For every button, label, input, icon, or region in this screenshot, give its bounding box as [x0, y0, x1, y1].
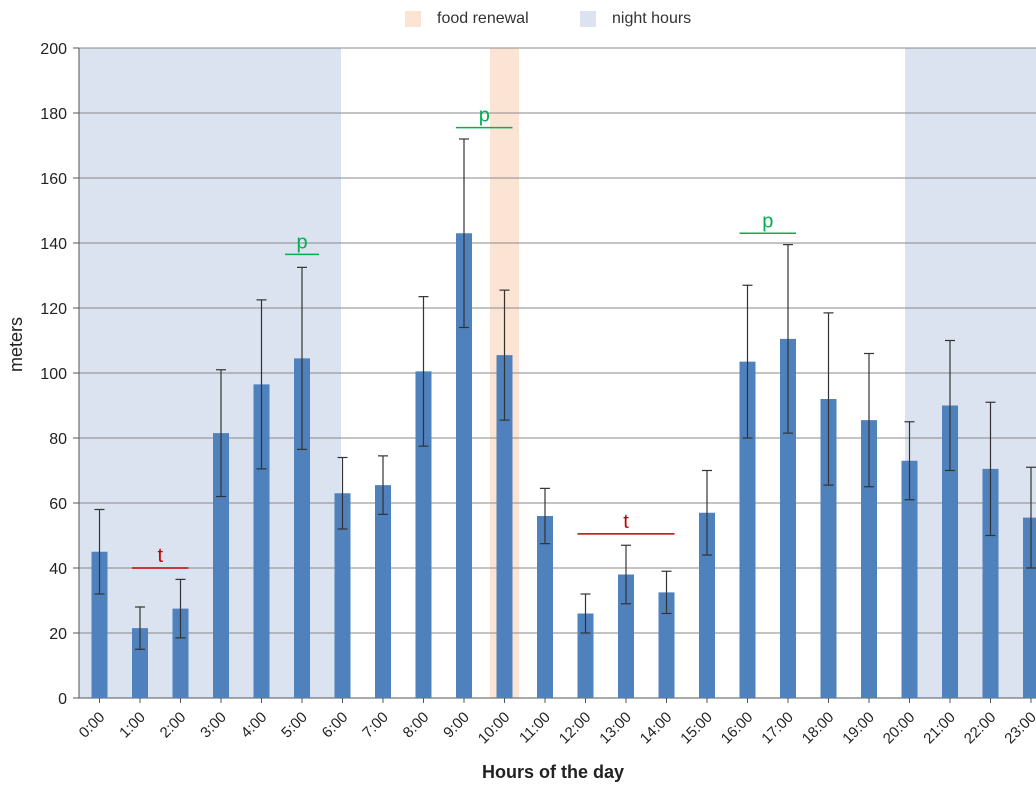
annotation-label: t	[623, 511, 629, 533]
bar	[942, 405, 958, 698]
x-tick-label: 21:00	[920, 709, 959, 748]
x-tick-label: 23:00	[1001, 709, 1036, 748]
bar	[861, 420, 877, 698]
y-tick-label: 60	[49, 496, 67, 513]
x-tick-label: 15:00	[677, 709, 716, 748]
x-tick-label: 9:00	[440, 709, 473, 742]
x-tick-label: 4:00	[238, 709, 271, 742]
x-tick-label: 3:00	[197, 709, 230, 742]
bar	[91, 551, 108, 698]
bar	[294, 358, 310, 698]
x-tick-label: 1:00	[116, 709, 149, 742]
bar	[982, 468, 999, 698]
x-tick-label: 19:00	[839, 709, 878, 748]
x-tick-label: 8:00	[400, 709, 433, 742]
legend-night-hours: night hours	[580, 10, 691, 28]
x-tick-label: 17:00	[758, 709, 797, 748]
x-tick-label: 16:00	[718, 709, 757, 748]
y-tick-label: 80	[49, 431, 67, 448]
bar	[375, 485, 391, 698]
annotation-label: p	[296, 231, 307, 253]
y-tick-label: 100	[40, 366, 67, 383]
x-tick-label: 11:00	[516, 709, 554, 747]
y-tick-label: 160	[40, 171, 67, 188]
bar	[132, 628, 148, 698]
bar	[739, 361, 756, 698]
night-hours-swatch	[580, 11, 596, 27]
bar	[780, 338, 796, 698]
x-tick-label: 22:00	[961, 709, 1000, 748]
bar	[577, 613, 594, 698]
bar	[172, 608, 189, 698]
x-tick-label: 0:00	[76, 709, 109, 742]
legend-label-food-renewal: food renewal	[437, 10, 529, 27]
x-tick-label: 14:00	[637, 709, 676, 748]
y-tick-label: 0	[58, 691, 67, 708]
bar	[820, 399, 837, 698]
bar	[213, 433, 229, 698]
bar	[901, 460, 918, 698]
x-tick-label: 10:00	[475, 709, 514, 748]
y-tick-label: 120	[40, 301, 67, 318]
bar	[618, 574, 634, 698]
y-tick-label: 200	[40, 41, 67, 58]
bar	[496, 355, 513, 698]
x-tick-label: 12:00	[556, 709, 595, 748]
bar	[456, 233, 472, 698]
legend-label-night-hours: night hours	[612, 10, 692, 27]
x-tick-label: 20:00	[880, 709, 919, 748]
food-renewal-swatch	[405, 11, 421, 27]
y-tick-label: 180	[40, 106, 67, 123]
bar	[537, 516, 553, 698]
y-axis-label: meters	[6, 316, 26, 372]
annotation-label: t	[157, 545, 163, 567]
x-tick-label: 5:00	[278, 709, 311, 742]
legend-food-renewal: food renewal	[405, 10, 529, 28]
x-tick-label: 13:00	[596, 709, 635, 748]
bar	[658, 592, 675, 698]
x-tick-label: 2:00	[157, 709, 190, 742]
x-tick-label: 18:00	[799, 709, 838, 748]
y-tick-label: 40	[49, 561, 67, 578]
bar	[1023, 517, 1036, 698]
bar	[334, 493, 351, 698]
x-tick-label: 6:00	[319, 709, 352, 742]
bar	[253, 384, 270, 698]
x-axis-label: Hours of the day	[481, 762, 624, 782]
y-tick-label: 20	[49, 626, 67, 643]
annotation-label: p	[479, 105, 490, 127]
annotation-label: p	[762, 210, 773, 232]
x-tick-label: 7:00	[359, 709, 392, 742]
y-tick-label: 140	[40, 236, 67, 253]
bar	[699, 512, 715, 698]
bar	[415, 371, 432, 698]
